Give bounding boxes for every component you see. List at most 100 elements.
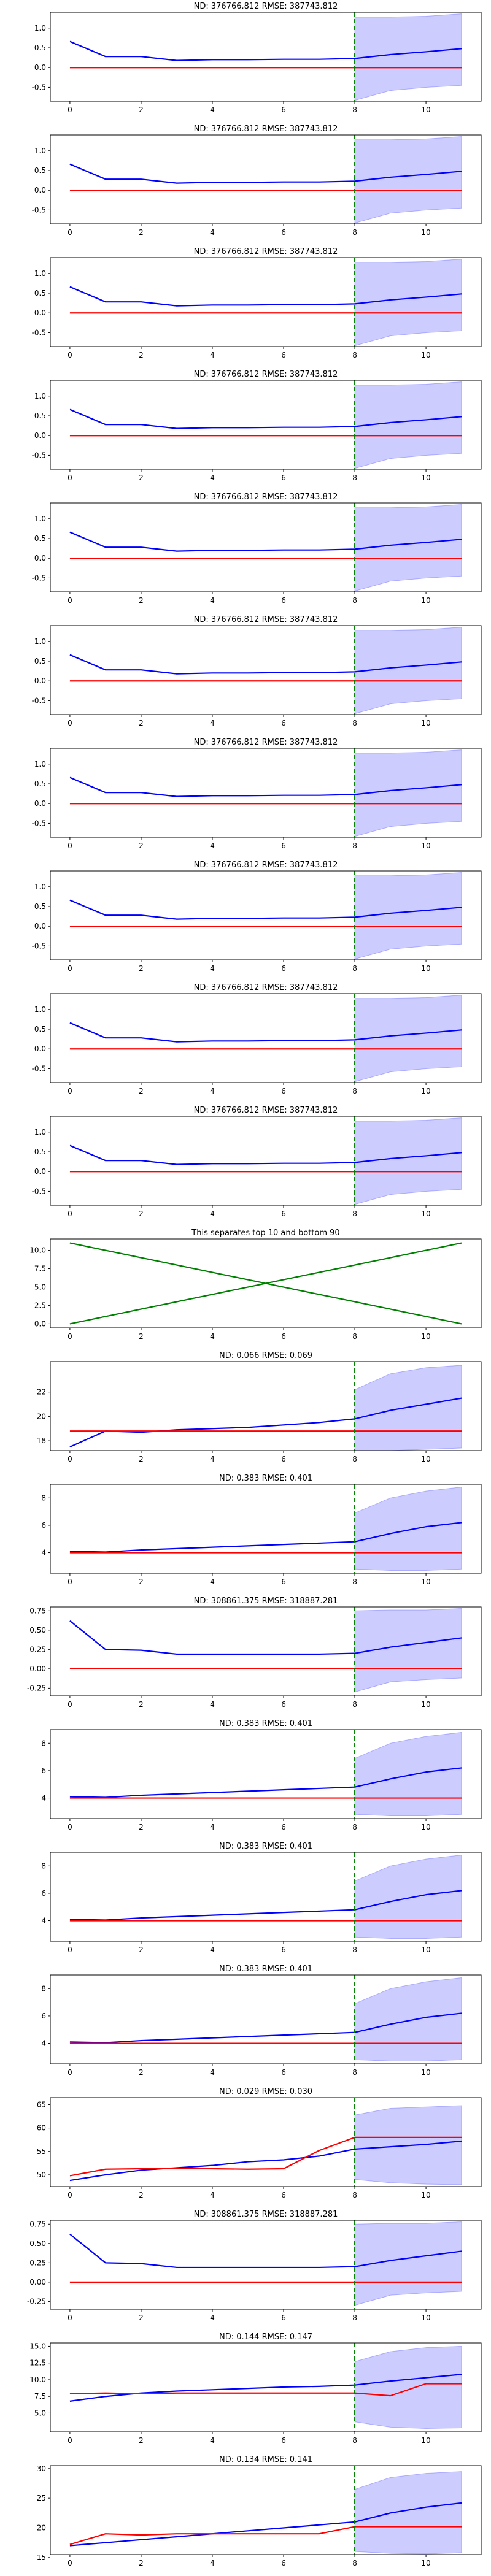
- chart-panel-15: ND: 0.383 RMSE: 0.401 0 2 4 6 8 10 4 6 8: [41, 1719, 482, 1831]
- y-tick-label: 0.5: [34, 657, 46, 665]
- x-tick-label: 4: [210, 1332, 215, 1341]
- chart-title: ND: 0.383 RMSE: 0.401: [219, 1719, 312, 1728]
- y-tick-label: 1.0: [34, 1005, 46, 1014]
- axes-frame: [50, 870, 482, 960]
- y-tick-label: 0.5: [34, 44, 46, 52]
- y-tick-label: 1.0: [34, 760, 46, 769]
- y-tick-label: 12.5: [29, 2359, 46, 2367]
- x-tick-label: 6: [281, 1332, 286, 1341]
- x-tick-label: 10: [421, 2436, 430, 2445]
- y-tick-label: 1.0: [34, 883, 46, 891]
- forecast-series-line: [69, 1620, 462, 1655]
- x-tick-label: 2: [139, 1700, 144, 1709]
- y-tick-label: 10.0: [29, 1246, 46, 1255]
- y-tick-label: 7.5: [34, 2392, 46, 2401]
- x-tick-label: 6: [281, 1455, 286, 1463]
- y-tick-label: 5.0: [34, 2409, 46, 2417]
- x-tick-label: 8: [352, 2068, 357, 2077]
- y-tick-label: 15.0: [29, 2342, 46, 2350]
- plot-area: [69, 626, 462, 715]
- chart-panel-19: ND: 308861.375 RMSE: 318887.281 0 2 4 6 8 10 -0…: [27, 2210, 482, 2322]
- plot-area: [69, 994, 462, 1083]
- x-tick-label: 2: [139, 2313, 144, 2322]
- forecast-series-line: [69, 1890, 462, 1921]
- chart-title: ND: 376766.812 RMSE: 387743.812: [194, 983, 338, 992]
- chart-title: ND: 376766.812 RMSE: 387743.812: [194, 738, 338, 747]
- x-tick-label: 4: [210, 105, 215, 114]
- chart-title: ND: 376766.812 RMSE: 387743.812: [194, 125, 338, 134]
- y-tick-label: 0.5: [34, 412, 46, 420]
- plot-area: [69, 380, 462, 469]
- forecast-series-line: [69, 2502, 462, 2547]
- x-tick-label: 0: [68, 1332, 72, 1341]
- y-tick-label: 1.0: [34, 147, 46, 155]
- x-tick-label: 10: [421, 2313, 430, 2322]
- y-tick-label: 65: [37, 2100, 46, 2109]
- plot-area: [69, 12, 462, 101]
- x-tick-label: 0: [68, 2436, 72, 2445]
- plot-area: [69, 2466, 462, 2555]
- x-tick-label: 2: [139, 2191, 144, 2199]
- confidence-band: [354, 1731, 462, 1817]
- x-tick-label: 10: [421, 228, 430, 237]
- y-tick-label: 0.0: [34, 309, 46, 317]
- x-tick-label: 10: [421, 1087, 430, 1095]
- x-tick-label: 4: [210, 2436, 215, 2445]
- x-tick-label: 4: [210, 1087, 215, 1095]
- x-tick-label: 8: [352, 105, 357, 114]
- x-tick-label: 10: [421, 2559, 430, 2567]
- confidence-band: [354, 1608, 462, 1693]
- x-tick-label: 0: [68, 228, 72, 237]
- y-tick-label: 1.0: [34, 515, 46, 523]
- confidence-band: [354, 259, 462, 347]
- y-tick-label: 0.75: [29, 1606, 46, 1615]
- y-tick-label: 0.0: [34, 554, 46, 562]
- y-tick-label: 20: [37, 1412, 46, 1420]
- x-tick-label: 6: [281, 2068, 286, 2077]
- axes-frame: [50, 12, 482, 102]
- chart-title: ND: 376766.812 RMSE: 387743.812: [194, 493, 338, 502]
- y-tick-label: -0.5: [32, 819, 46, 827]
- x-tick-label: 0: [68, 473, 72, 482]
- forecast-series-line: [69, 776, 462, 797]
- y-tick-label: -0.25: [27, 2297, 46, 2306]
- axes-frame: [50, 993, 482, 1083]
- chart-title: ND: 376766.812 RMSE: 387743.812: [194, 370, 338, 379]
- x-tick-label: 6: [281, 473, 286, 482]
- y-tick-label: 8: [41, 1984, 46, 1993]
- x-tick-label: 0: [68, 1209, 72, 1218]
- x-tick-label: 10: [421, 1823, 430, 1831]
- y-tick-label: 7.5: [34, 1265, 46, 1273]
- x-tick-label: 0: [68, 2068, 72, 2077]
- x-tick-label: 4: [210, 841, 215, 850]
- y-tick-label: 6: [41, 2012, 46, 2020]
- chart-title: ND: 0.383 RMSE: 0.401: [219, 1842, 312, 1851]
- axes-frame: [50, 1361, 482, 1451]
- x-tick-label: 10: [421, 105, 430, 114]
- x-tick-label: 8: [352, 2313, 357, 2322]
- x-tick-label: 0: [68, 1087, 72, 1095]
- x-tick-label: 4: [210, 1700, 215, 1709]
- axes-frame: [50, 1974, 482, 2064]
- plot-area: [69, 503, 462, 592]
- y-tick-label: -0.5: [32, 205, 46, 214]
- x-tick-label: 8: [352, 2436, 357, 2445]
- plot-area: [69, 748, 462, 837]
- x-tick-label: 4: [210, 473, 215, 482]
- y-tick-label: 1.0: [34, 1128, 46, 1137]
- x-tick-label: 6: [281, 351, 286, 359]
- confidence-band: [354, 1854, 462, 1939]
- chart-panel-12: ND: 0.066 RMSE: 0.069 0 2 4 6 8 10 18 20 22: [37, 1351, 482, 1463]
- y-tick-label: 8: [41, 1739, 46, 1747]
- axes-frame: [50, 1116, 482, 1206]
- y-tick-label: 0.00: [29, 2278, 46, 2287]
- confidence-band: [354, 627, 462, 715]
- x-tick-label: 6: [281, 2313, 286, 2322]
- y-tick-label: 25: [37, 2494, 46, 2502]
- y-tick-label: -0.5: [32, 83, 46, 91]
- y-tick-label: 4: [41, 1917, 46, 1925]
- y-tick-label: 0.5: [34, 289, 46, 297]
- y-tick-label: 6: [41, 1521, 46, 1530]
- chart-title: ND: 376766.812 RMSE: 387743.812: [194, 2, 338, 11]
